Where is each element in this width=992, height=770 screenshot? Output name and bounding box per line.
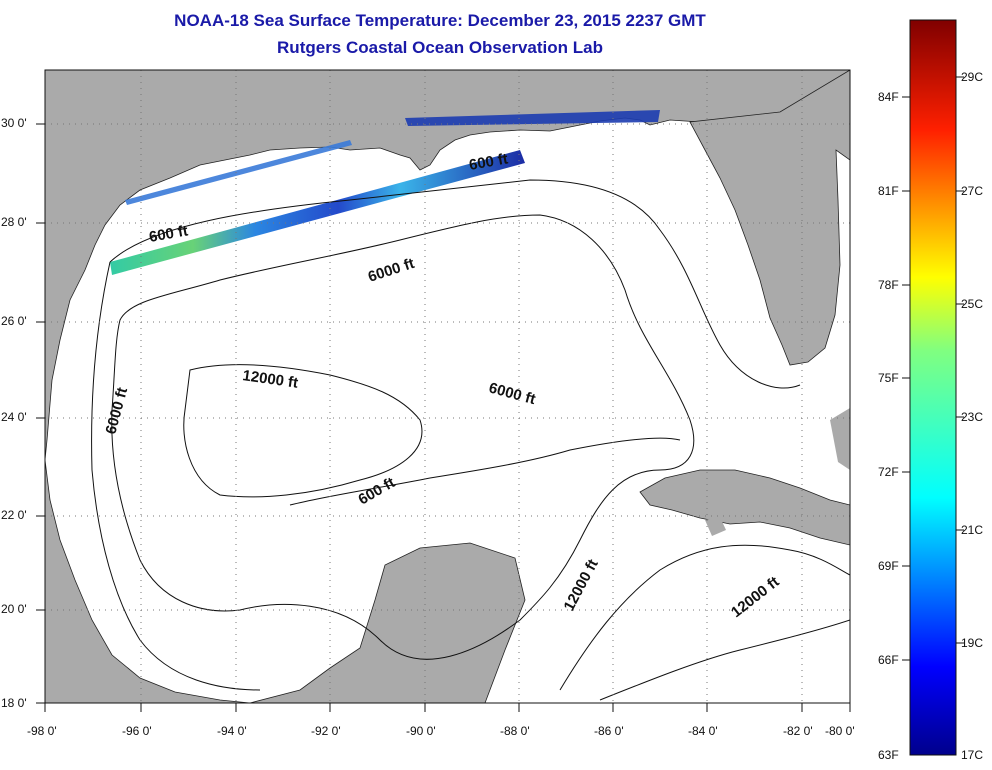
contour-label: 600 ft xyxy=(468,150,510,174)
colorbar-c-label: 17C xyxy=(961,748,984,762)
colorbar-c-label: 27C xyxy=(961,184,984,198)
colorbar-f-label: 63F xyxy=(878,748,899,762)
y-tick-label: 22 0' xyxy=(1,508,27,522)
x-tick-label: -84 0' xyxy=(688,724,718,738)
y-tick-label: 26 0' xyxy=(1,314,27,328)
colorbar-f-label: 72F xyxy=(878,465,899,479)
mexico-land xyxy=(45,459,251,703)
x-tick-label: -88 0' xyxy=(500,724,530,738)
map-title: NOAA-18 Sea Surface Temperature: Decembe… xyxy=(174,11,706,30)
florida-land xyxy=(689,70,850,366)
colorbar-c-label: 29C xyxy=(961,70,984,84)
bahamas-land xyxy=(830,408,850,470)
contour-12000ft xyxy=(183,364,423,498)
colorbar-c-label: 19C xyxy=(961,636,984,650)
contour-600ft-west xyxy=(91,261,261,691)
y-tick-label: 30 0' xyxy=(1,116,27,130)
y-tick-label: 20 0' xyxy=(1,602,27,616)
x-tick-label: -96 0' xyxy=(122,724,152,738)
x-tick-label: -98 0' xyxy=(27,724,57,738)
sst-swath-east xyxy=(405,110,660,126)
colorbar-f-label: 75F xyxy=(878,371,899,385)
x-tick-label: -94 0' xyxy=(217,724,247,738)
colorbar-f-label: 66F xyxy=(878,653,899,667)
cuba-land xyxy=(639,469,850,546)
colorbar-c-label: 25C xyxy=(961,297,984,311)
colorbar-f-label: 69F xyxy=(878,559,899,573)
x-tick-label: -86 0' xyxy=(594,724,624,738)
colorbar-c-label: 21C xyxy=(961,523,984,537)
map-frame xyxy=(44,69,851,704)
x-tick-label: -82 0' xyxy=(783,724,813,738)
map-subtitle: Rutgers Coastal Ocean Observation Lab xyxy=(277,38,603,57)
contour-caribbean xyxy=(599,619,850,701)
x-tick-label: -90 0' xyxy=(406,724,436,738)
sst-swath-upper xyxy=(125,140,352,205)
yucatan-land xyxy=(249,542,526,703)
y-tick-label: 18 0' xyxy=(1,696,27,710)
colorbar-f-label: 84F xyxy=(878,90,899,104)
grid xyxy=(45,70,850,703)
contour-6000ft xyxy=(111,214,695,660)
colorbar-c-label: 23C xyxy=(961,410,984,424)
x-tick-label: -92 0' xyxy=(311,724,341,738)
x-tick-label: -80 0' xyxy=(825,724,855,738)
colorbar-f-label: 78F xyxy=(878,278,899,292)
isle-land xyxy=(705,517,726,536)
contour-label: 600 ft xyxy=(148,222,190,246)
contour-12000ft-east xyxy=(559,544,850,691)
colorbar-f-label: 81F xyxy=(878,184,899,198)
y-tick-label: 24 0' xyxy=(1,410,27,424)
contour-600ft-north xyxy=(109,179,801,389)
y-tick-label: 28 0' xyxy=(1,215,27,229)
sst-swath-main xyxy=(110,150,525,275)
contour-600ft-south xyxy=(289,437,681,506)
colorbar xyxy=(909,19,957,756)
